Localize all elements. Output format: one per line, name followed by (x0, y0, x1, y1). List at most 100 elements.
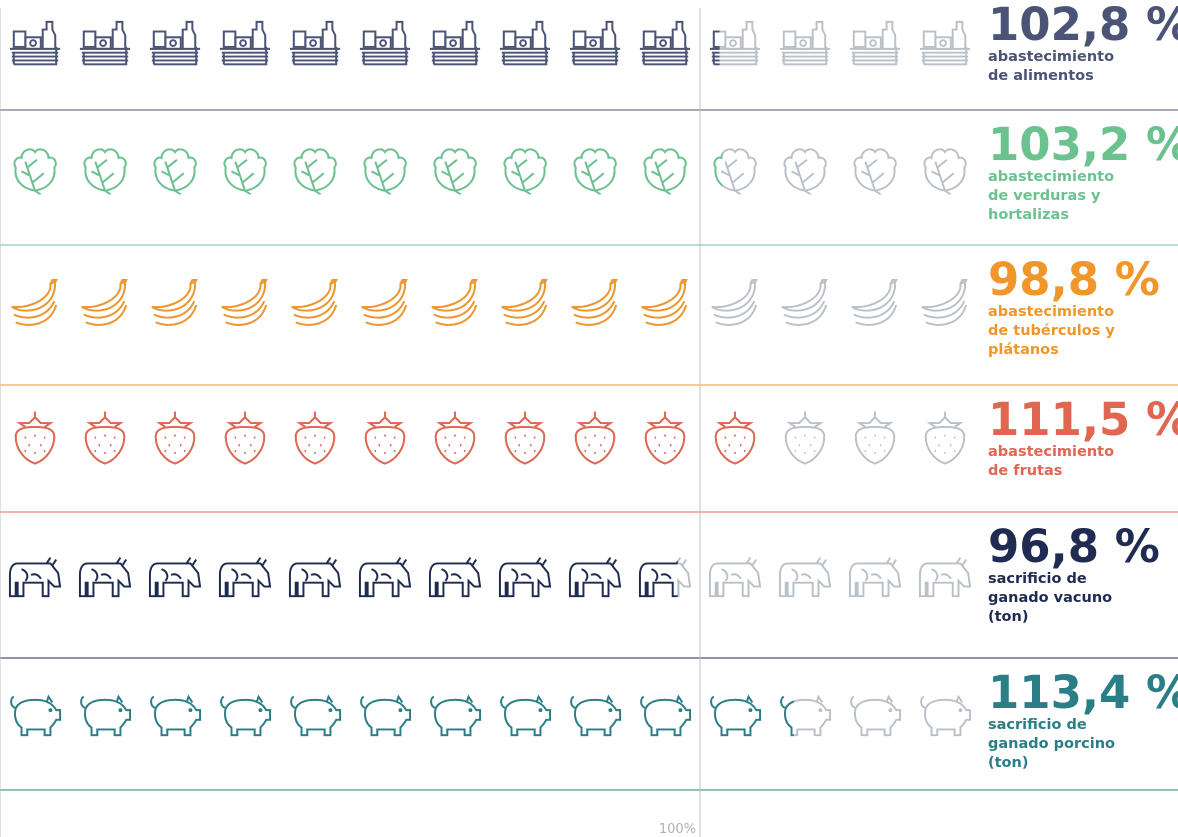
icon (16, 412, 55, 464)
category-label: abastecimiento de alimentos (988, 48, 1138, 86)
icon (366, 412, 405, 464)
icon-muted (921, 697, 970, 736)
icon (291, 697, 340, 736)
icon (571, 697, 620, 736)
icon (644, 149, 685, 194)
row-label: 103,2 %abastecimiento de verduras y hort… (988, 122, 1176, 225)
icon-muted (574, 149, 615, 194)
icon-muted (436, 412, 475, 464)
icon-muted (924, 149, 965, 194)
row-label: 113,4 %sacrificio de ganado porcino (ton… (988, 670, 1176, 773)
value-label: 96,8 % (988, 524, 1176, 570)
row-label: 102,8 %abastecimiento de alimentos (988, 2, 1176, 86)
icon-muted (784, 149, 825, 194)
page: 0%100% (() => { const data = JSON.parse(… (0, 0, 1178, 837)
icon (80, 558, 130, 597)
icon (716, 412, 755, 464)
value-label: 102,8 % (988, 2, 1176, 48)
icon (500, 558, 550, 597)
icon (501, 697, 550, 736)
category-label: sacrificio de ganado vacuno (ton) (988, 570, 1138, 627)
icon (574, 149, 615, 194)
icon (10, 558, 60, 597)
icon (926, 412, 965, 464)
icon-muted (856, 412, 895, 464)
icon-muted (714, 149, 755, 194)
icon-muted (920, 22, 970, 64)
icon (296, 412, 335, 464)
row-label: 111,5 %abastecimiento de frutas (988, 397, 1176, 481)
icon (364, 149, 405, 194)
icon-muted (781, 697, 830, 736)
icon-muted (16, 412, 55, 464)
icon-muted (434, 149, 475, 194)
icon-muted (854, 149, 895, 194)
icon-muted (851, 697, 900, 736)
icon (290, 22, 340, 64)
pictograph-bar (14, 149, 965, 194)
icon (220, 22, 270, 64)
icon (431, 697, 480, 736)
icon-muted (780, 22, 830, 64)
icon (292, 280, 336, 325)
icon-muted (782, 280, 826, 325)
icon (80, 22, 130, 64)
value-label: 113,4 % (988, 670, 1176, 716)
icon (430, 22, 480, 64)
icon (786, 412, 825, 464)
icon (82, 280, 126, 325)
icon (856, 412, 895, 464)
icon-muted (852, 280, 896, 325)
icon (506, 412, 545, 464)
icon (86, 412, 125, 464)
icon-muted (294, 149, 335, 194)
icon (430, 558, 480, 597)
row-label: 98,8 %abastecimiento de tubérculos y plá… (988, 257, 1176, 360)
icon (360, 22, 410, 64)
value-label: 103,2 % (988, 122, 1176, 168)
icon (640, 22, 690, 64)
icon (500, 22, 550, 64)
icon (221, 697, 270, 736)
icon-muted (296, 412, 335, 464)
category-label: abastecimiento de frutas (988, 443, 1138, 481)
icon (432, 280, 476, 325)
icon-muted (226, 412, 265, 464)
icon (714, 149, 755, 194)
x-tick-label: 100% (659, 822, 696, 837)
pictograph-bar (16, 412, 965, 464)
icon-muted (786, 412, 825, 464)
icon (711, 697, 760, 736)
icon-muted (14, 149, 55, 194)
icon (150, 22, 200, 64)
icon (504, 149, 545, 194)
category-label: abastecimiento de tubérculos y plátanos (988, 303, 1138, 360)
icon (10, 22, 60, 64)
icon-muted (712, 280, 756, 325)
icon (924, 149, 965, 194)
icon (576, 412, 615, 464)
category-label: sacrificio de ganado porcino (ton) (988, 716, 1138, 773)
icon (151, 697, 200, 736)
icon (362, 280, 406, 325)
icon (294, 149, 335, 194)
icon-muted (86, 412, 125, 464)
icon (784, 149, 825, 194)
icon (81, 697, 130, 736)
icon-muted (780, 558, 830, 597)
icon (570, 22, 620, 64)
icon-muted (926, 412, 965, 464)
icon (361, 697, 410, 736)
icon (502, 280, 546, 325)
icon-muted (84, 149, 125, 194)
icon (226, 412, 265, 464)
icon (11, 697, 60, 736)
icon (436, 412, 475, 464)
icon (641, 697, 690, 736)
icon-muted (850, 558, 900, 597)
icon-muted (224, 149, 265, 194)
icon (84, 149, 125, 194)
icon (290, 558, 340, 597)
icon (156, 412, 195, 464)
icon-muted (506, 412, 545, 464)
